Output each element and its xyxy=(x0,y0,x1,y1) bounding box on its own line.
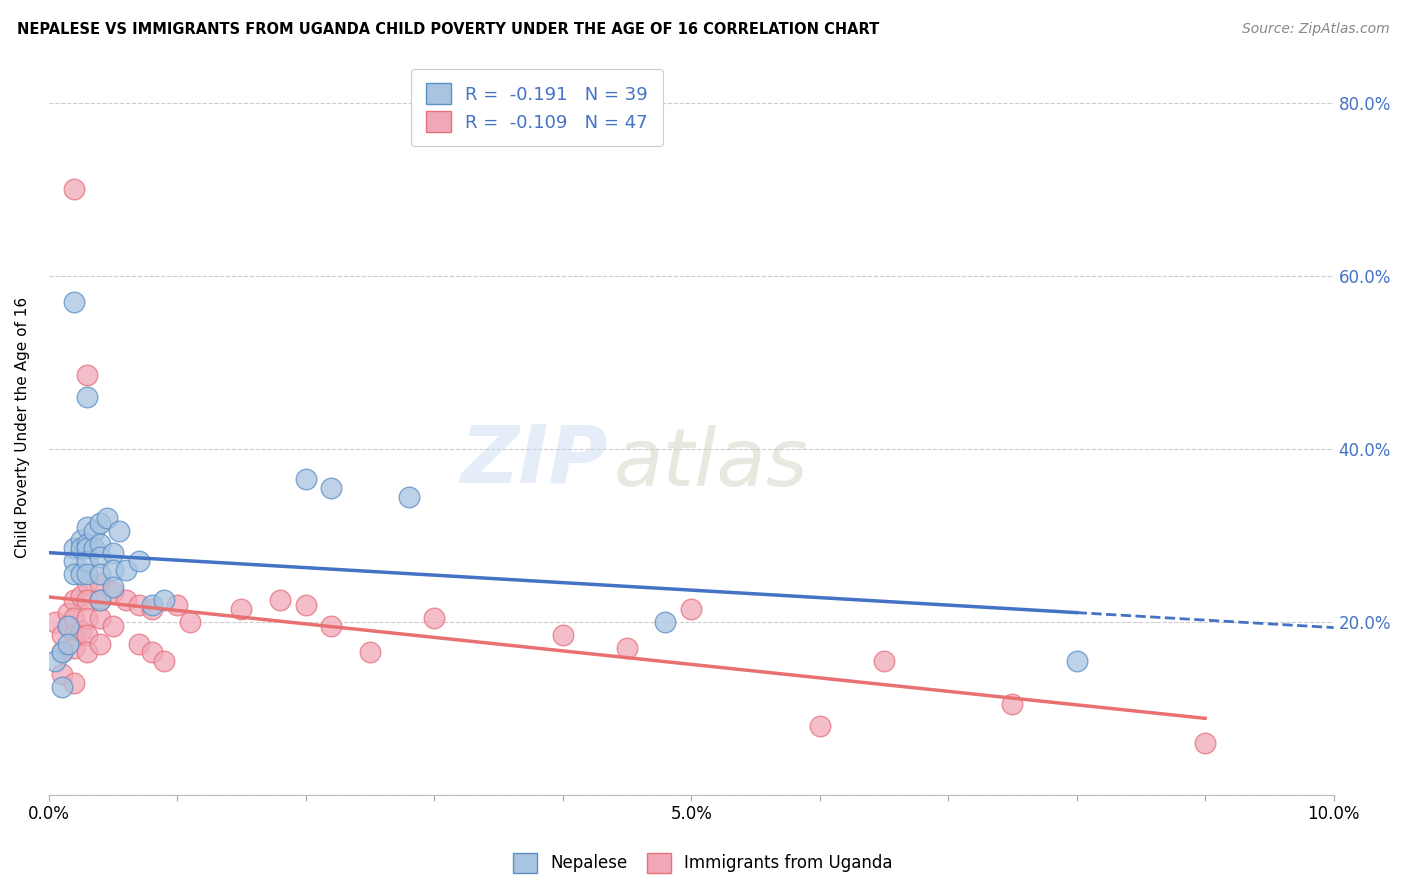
Point xyxy=(76,541,98,556)
Point xyxy=(423,610,446,624)
Point xyxy=(96,511,118,525)
Text: ZIP: ZIP xyxy=(460,421,607,500)
Point xyxy=(681,602,703,616)
Point xyxy=(153,654,176,668)
Point xyxy=(63,294,86,309)
Point xyxy=(89,593,111,607)
Point xyxy=(76,567,98,582)
Point xyxy=(1194,736,1216,750)
Point xyxy=(76,520,98,534)
Point xyxy=(56,619,79,633)
Point xyxy=(44,615,66,629)
Point xyxy=(70,533,93,547)
Point xyxy=(70,567,93,582)
Point xyxy=(1001,697,1024,711)
Text: Source: ZipAtlas.com: Source: ZipAtlas.com xyxy=(1241,22,1389,37)
Point xyxy=(51,680,73,694)
Point xyxy=(616,640,638,655)
Point xyxy=(89,593,111,607)
Point xyxy=(179,615,201,629)
Legend: R =  -0.191   N = 39, R =  -0.109   N = 47: R = -0.191 N = 39, R = -0.109 N = 47 xyxy=(412,69,662,146)
Point xyxy=(294,472,316,486)
Point xyxy=(89,637,111,651)
Point xyxy=(70,541,93,556)
Point xyxy=(83,541,105,556)
Point xyxy=(70,589,93,603)
Text: atlas: atlas xyxy=(614,425,808,503)
Point xyxy=(101,546,124,560)
Point xyxy=(70,624,93,638)
Point xyxy=(231,602,253,616)
Point xyxy=(115,593,138,607)
Point xyxy=(101,563,124,577)
Point xyxy=(321,619,343,633)
Point xyxy=(76,390,98,404)
Point xyxy=(89,576,111,591)
Point xyxy=(141,598,163,612)
Point xyxy=(56,637,79,651)
Point xyxy=(359,645,381,659)
Point xyxy=(76,628,98,642)
Point xyxy=(63,593,86,607)
Point xyxy=(873,654,896,668)
Point xyxy=(63,628,86,642)
Point xyxy=(89,610,111,624)
Point xyxy=(166,598,188,612)
Point xyxy=(76,645,98,659)
Point xyxy=(398,490,420,504)
Point xyxy=(51,645,73,659)
Point xyxy=(63,640,86,655)
Point xyxy=(63,541,86,556)
Point xyxy=(76,537,98,551)
Point xyxy=(321,481,343,495)
Point xyxy=(89,537,111,551)
Point xyxy=(76,368,98,383)
Point xyxy=(115,563,138,577)
Point xyxy=(551,628,574,642)
Point xyxy=(128,598,150,612)
Point xyxy=(269,593,291,607)
Point xyxy=(89,550,111,565)
Point xyxy=(76,554,98,568)
Point xyxy=(153,593,176,607)
Point xyxy=(51,667,73,681)
Point xyxy=(63,182,86,196)
Point xyxy=(76,610,98,624)
Point xyxy=(63,554,86,568)
Point xyxy=(654,615,676,629)
Text: NEPALESE VS IMMIGRANTS FROM UGANDA CHILD POVERTY UNDER THE AGE OF 16 CORRELATION: NEPALESE VS IMMIGRANTS FROM UGANDA CHILD… xyxy=(17,22,879,37)
Point xyxy=(1066,654,1088,668)
Point xyxy=(63,610,86,624)
Point xyxy=(101,619,124,633)
Point xyxy=(108,524,131,538)
Point xyxy=(56,607,79,621)
Point xyxy=(101,584,124,599)
Point xyxy=(44,654,66,668)
Legend: Nepalese, Immigrants from Uganda: Nepalese, Immigrants from Uganda xyxy=(506,847,900,880)
Point xyxy=(63,675,86,690)
Point xyxy=(56,619,79,633)
Point xyxy=(89,567,111,582)
Point xyxy=(808,719,831,733)
Point xyxy=(294,598,316,612)
Point xyxy=(128,637,150,651)
Point xyxy=(89,516,111,530)
Point xyxy=(51,645,73,659)
Point xyxy=(128,554,150,568)
Point xyxy=(141,645,163,659)
Y-axis label: Child Poverty Under the Age of 16: Child Poverty Under the Age of 16 xyxy=(15,297,30,558)
Point xyxy=(101,581,124,595)
Point xyxy=(83,524,105,538)
Point xyxy=(76,593,98,607)
Point xyxy=(51,628,73,642)
Point xyxy=(76,576,98,591)
Point xyxy=(141,602,163,616)
Point xyxy=(63,567,86,582)
